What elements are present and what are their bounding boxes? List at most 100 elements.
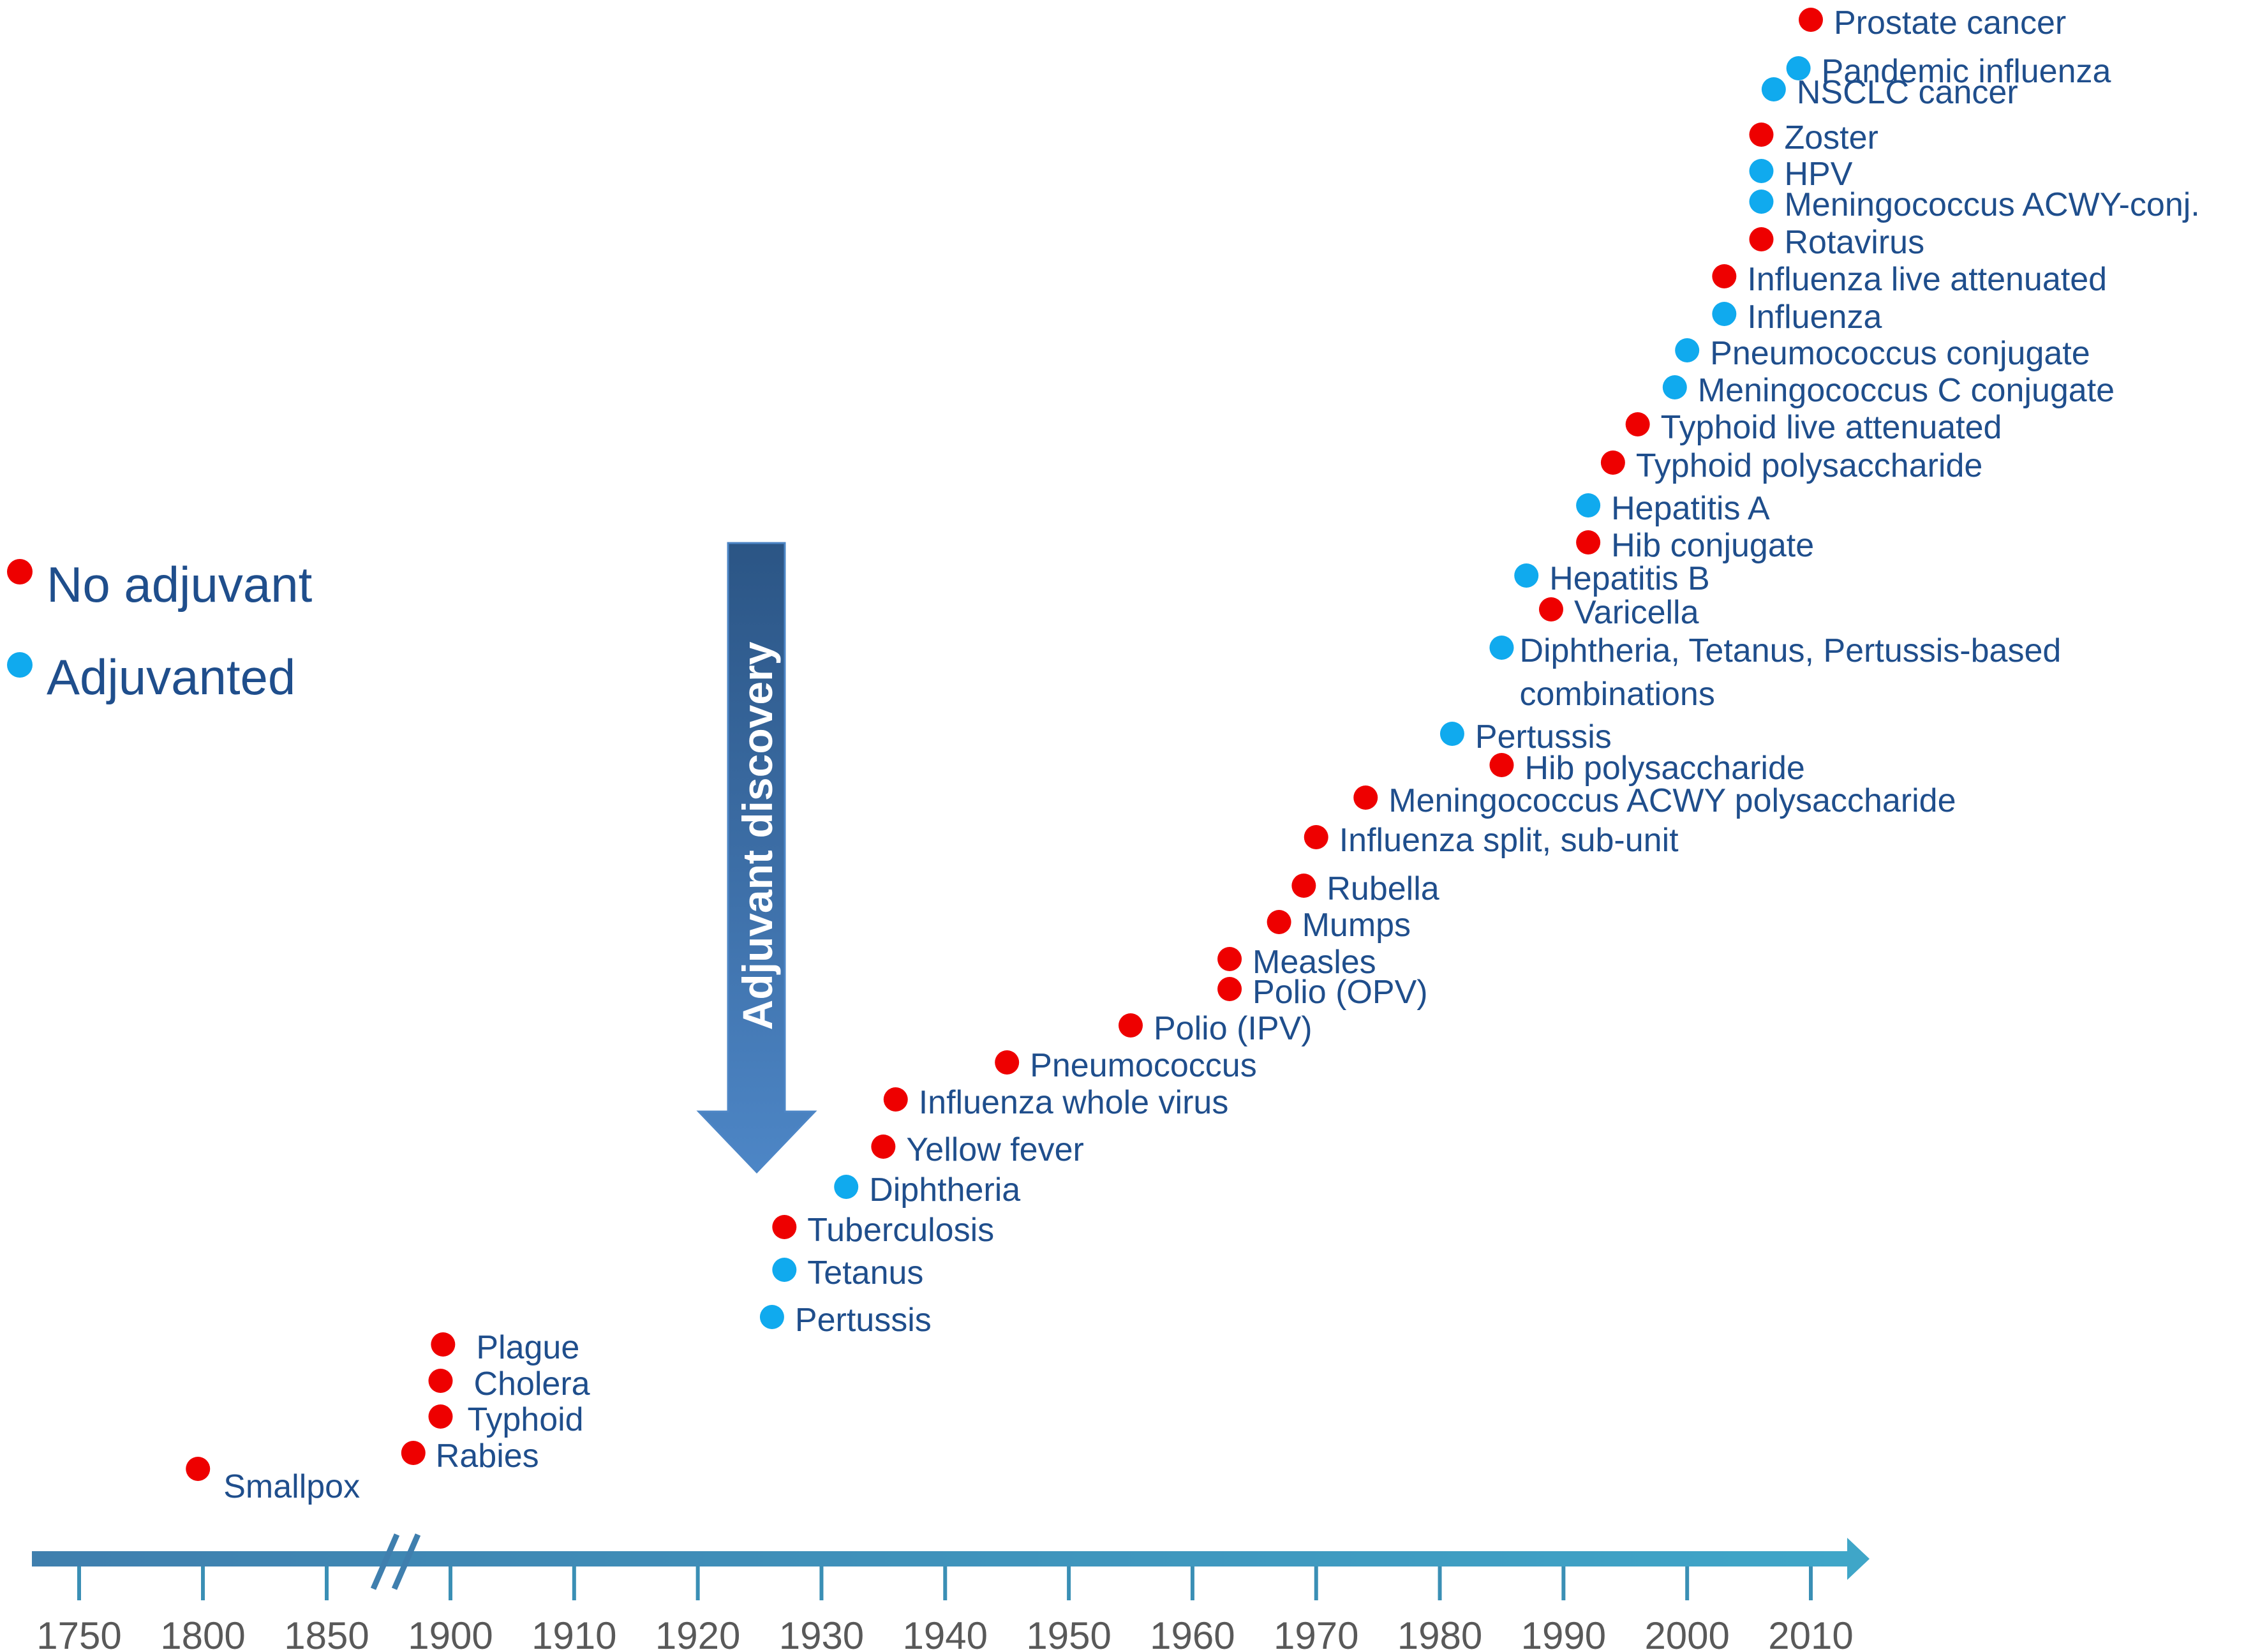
data-point-label: Varicella — [1574, 594, 1699, 631]
data-point-label: Plague — [476, 1329, 579, 1366]
adjuvanted-marker — [1489, 636, 1514, 660]
axis-tick-label: 1750 — [36, 1614, 121, 1652]
no-adjuvant-marker — [995, 1050, 1020, 1075]
axis-break-marks — [370, 1533, 421, 1590]
data-point: Pertussis — [759, 1302, 932, 1339]
data-point-label: Cholera — [473, 1366, 590, 1403]
data-point: Influenza — [1712, 299, 1882, 336]
data-point: Plague — [431, 1329, 579, 1366]
data-point-label: Hepatitis B — [1549, 560, 1709, 597]
data-point: Pneumococcus — [995, 1047, 1257, 1084]
no-adjuvant-marker — [1489, 753, 1514, 777]
no-adjuvant-marker — [1217, 977, 1242, 1001]
data-point: Polio (IPV) — [1119, 1010, 1312, 1047]
data-point: Influenza whole virus — [883, 1084, 1228, 1121]
data-point: Typhoid — [428, 1401, 584, 1438]
data-point: Hib polysaccharide — [1489, 750, 1805, 787]
axis-arrowhead — [1847, 1538, 1870, 1580]
adjuvanted-marker — [772, 1258, 797, 1282]
no-adjuvant-marker — [1749, 123, 1774, 147]
data-point: Meningococcus C conjugate — [1662, 372, 2115, 409]
data-point-label: Influenza live attenuated — [1747, 261, 2107, 298]
data-point-label: Meningococcus ACWY polysaccharide — [1388, 782, 1956, 819]
data-point: Meningococcus ACWY-conj. — [1749, 186, 2200, 223]
axis-tick-label: 1920 — [655, 1614, 740, 1652]
axis-tick-label: 1930 — [779, 1614, 864, 1652]
axis-tick-label: 1910 — [532, 1614, 616, 1652]
no-adjuvant-marker — [1267, 910, 1291, 934]
axis-break-mark — [391, 1533, 421, 1590]
data-point: Diphtheria — [834, 1172, 1020, 1209]
data-point-label: Meningococcus ACWY-conj. — [1784, 186, 2199, 223]
adjuvanted-marker — [1439, 722, 1464, 746]
no-adjuvant-marker — [1291, 874, 1316, 898]
data-point: Diphtheria, Tetanus, Pertussis-based comb… — [1489, 632, 2061, 713]
data-point-label: Influenza — [1747, 299, 1882, 336]
no-adjuvant-marker — [1538, 597, 1563, 621]
no-adjuvant-marker — [428, 1369, 453, 1393]
data-point: Pneumococcus conjugate — [1675, 335, 2090, 372]
no-adjuvant-marker — [871, 1135, 896, 1159]
data-point: Typhoid live attenuated — [1625, 409, 2002, 446]
data-point: Pandemic influenza — [1786, 53, 2111, 90]
data-point-label: Hib conjugate — [1611, 527, 1814, 564]
axis-tick-label: 1850 — [284, 1614, 369, 1652]
discovery-arrow-shape — [696, 542, 817, 1174]
axis-ticks — [77, 1566, 1813, 1600]
no-adjuvant-marker — [1304, 825, 1328, 849]
data-point: Hib conjugate — [1576, 527, 1814, 564]
axis-bar — [32, 1551, 1849, 1566]
no-adjuvant-marker — [1353, 785, 1378, 810]
adjuvant-discovery-arrow: Adjuvant discovery — [696, 542, 817, 1174]
no-adjuvant-marker — [186, 1457, 211, 1481]
axis-tick-label: 1950 — [1026, 1614, 1111, 1652]
data-point-label: Pertussis — [795, 1302, 932, 1339]
data-point: Zoster — [1749, 119, 1878, 156]
legend-label-no-adjuvant: No adjuvant — [47, 556, 313, 613]
time-axis: 1750 1800 1850 1900 1910 1920 1930 1940 1950 1960… — [32, 1533, 1870, 1652]
data-point: Typhoid polysaccharide — [1600, 447, 1982, 484]
data-point: Tetanus — [772, 1254, 923, 1291]
axis-tick-label: 1800 — [160, 1614, 245, 1652]
no-adjuvant-marker — [883, 1087, 908, 1112]
data-point-label: Pneumococcus conjugate — [1710, 335, 2090, 372]
axis-tick-label: 2010 — [1768, 1614, 1853, 1652]
data-point-label: Pneumococcus — [1030, 1047, 1257, 1084]
adjuvanted-marker — [1712, 302, 1737, 326]
axis-tick-label: 1980 — [1397, 1614, 1482, 1652]
data-point-label: Typhoid polysaccharide — [1636, 447, 1982, 484]
data-point: HPV — [1749, 156, 1853, 193]
no-adjuvant-marker — [1712, 264, 1737, 288]
adjuvanted-marker — [1786, 56, 1811, 80]
data-point-label: Typhoid — [467, 1401, 583, 1438]
no-adjuvant-marker — [772, 1215, 797, 1239]
legend-marker-adjuvanted — [7, 652, 33, 678]
data-point-label: Tuberculosis — [807, 1212, 994, 1249]
data-point-label: Influenza split, sub-unit — [1339, 822, 1679, 859]
no-adjuvant-marker — [1217, 947, 1242, 971]
no-adjuvant-marker — [1576, 530, 1601, 554]
data-point-label: Zoster — [1784, 119, 1878, 156]
legend: No adjuvant Adjuvanted — [7, 556, 313, 705]
legend-label-adjuvanted: Adjuvanted — [47, 649, 295, 705]
discovery-arrow-label: Adjuvant discovery — [734, 641, 781, 1030]
data-point: NSCLC cancer — [1761, 74, 2018, 111]
data-point-label: Rabies — [436, 1438, 539, 1475]
data-point: Polio (OPV) — [1217, 974, 1428, 1011]
axis-tick-label: 1900 — [408, 1614, 493, 1652]
data-point: Smallpox — [186, 1457, 360, 1505]
data-point-label: Diphtheria — [869, 1172, 1020, 1209]
data-point-label: HPV — [1784, 156, 1852, 193]
axis-tick-label: 2000 — [1644, 1614, 1729, 1652]
adjuvanted-marker — [1675, 338, 1700, 362]
axis-break-mark — [370, 1533, 400, 1590]
data-point: Influenza split, sub-unit — [1304, 822, 1679, 859]
data-point-label: Hepatitis A — [1611, 490, 1770, 527]
data-point-label: Polio (IPV) — [1154, 1010, 1312, 1047]
data-point: Measles — [1217, 944, 1376, 981]
data-point-label: Mumps — [1302, 907, 1411, 944]
adjuvanted-marker — [1749, 159, 1774, 183]
data-point: Cholera — [428, 1366, 590, 1403]
